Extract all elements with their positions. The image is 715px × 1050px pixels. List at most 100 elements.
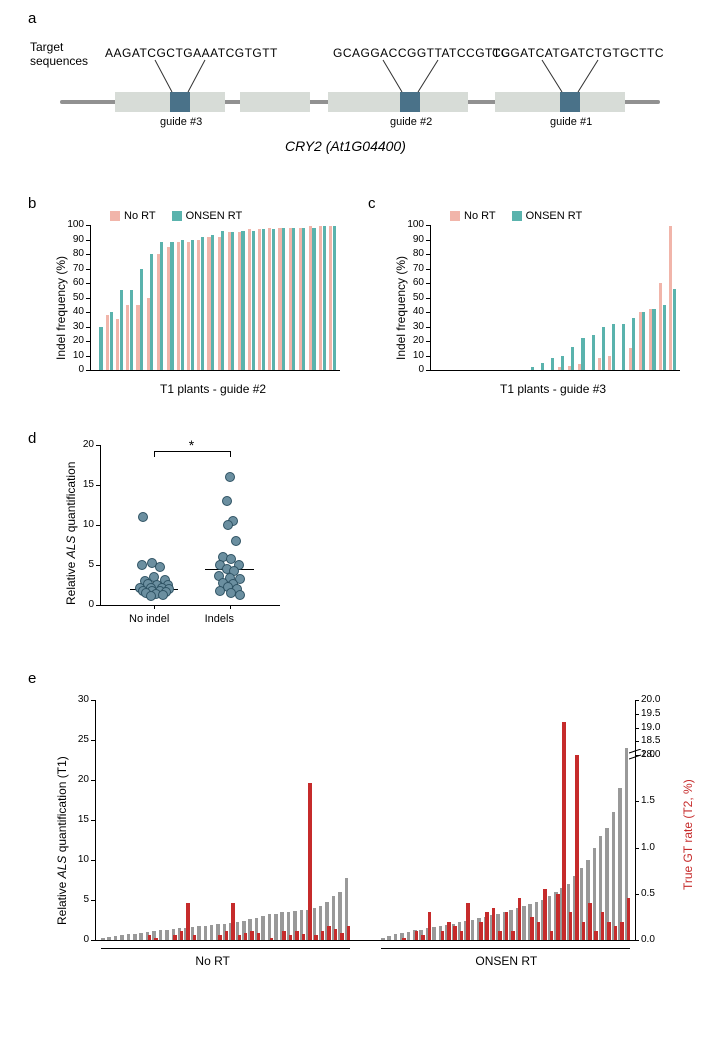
y-tick — [426, 240, 430, 241]
bar-onsen — [652, 309, 655, 370]
bar-onsen — [262, 229, 265, 370]
bar-gt — [302, 934, 306, 940]
group-underline — [381, 948, 630, 949]
bar-gt — [250, 931, 254, 940]
y-tick — [86, 312, 90, 313]
panel-label-b: b — [28, 195, 36, 212]
x-axis-title: T1 plants - guide #2 — [160, 382, 266, 396]
bar-onsen — [231, 232, 234, 370]
guide-label: guide #1 — [550, 116, 592, 128]
bar-als — [381, 938, 385, 940]
legend-b: No RT ONSEN RT — [110, 210, 242, 222]
bar-als — [101, 938, 105, 940]
bar-onsen — [181, 240, 184, 371]
bar-onsen — [602, 327, 605, 371]
y-tick-right — [635, 940, 639, 941]
y-tick-label: 90 — [62, 234, 84, 245]
y-tick — [96, 525, 100, 526]
y-tick-label: 20.0 — [641, 694, 671, 705]
group-underline — [101, 948, 350, 949]
bar-als — [139, 933, 143, 940]
y-tick — [96, 565, 100, 566]
x-axis — [95, 940, 635, 941]
y-tick — [426, 327, 430, 328]
bar-onsen — [622, 324, 625, 370]
bar-onsen — [292, 228, 295, 370]
legend-c: No RT ONSEN RT — [450, 210, 582, 222]
chart-c: No RT ONSEN RT 0102030405060708090100Ind… — [430, 225, 680, 370]
bar-onsen — [130, 290, 133, 370]
bar-gt — [193, 935, 197, 940]
panel-a: Target sequences AAGATCGCTGAAATCGTGTT GC… — [60, 30, 660, 160]
bar-onsen — [241, 231, 244, 370]
bar-als — [612, 812, 616, 940]
bar-gt — [421, 935, 425, 940]
y-axis — [430, 225, 431, 370]
scatter-dot — [146, 591, 156, 601]
bar-als — [197, 926, 201, 940]
legend-label: No RT — [464, 210, 496, 222]
bar-gt — [148, 935, 152, 940]
panel-label-e: e — [28, 670, 36, 687]
scatter-dot — [158, 590, 168, 600]
bar-gt — [614, 926, 618, 940]
y-tick — [91, 780, 95, 781]
legend-swatch-nort — [110, 211, 120, 221]
y-tick — [91, 940, 95, 941]
bar-gt — [588, 903, 592, 940]
bar-onsen — [282, 228, 285, 370]
y-tick-label: 0.0 — [641, 934, 671, 945]
bar-onsen — [312, 228, 315, 370]
y-axis-title-left: Relative ALS quantification (T1) — [55, 756, 69, 925]
panel-label-a: a — [28, 10, 36, 27]
bar-als — [432, 927, 436, 940]
chart-e: 051015202530Relative ALS quantification … — [95, 700, 635, 940]
scatter-dot — [155, 562, 165, 572]
bar-onsen — [663, 305, 666, 370]
bar-gt — [620, 922, 624, 940]
bar-onsen — [150, 254, 153, 370]
bar-gt — [231, 903, 235, 940]
bar-gt — [257, 933, 261, 940]
bar-gt — [270, 938, 274, 940]
sig-star: * — [189, 437, 194, 453]
y-tick-label: 25 — [67, 734, 89, 745]
group-label: ONSEN RT — [475, 954, 537, 968]
y-tick — [426, 341, 430, 342]
bar-onsen — [333, 226, 336, 370]
y-tick-label: 18.5 — [641, 735, 671, 746]
bar-gt — [340, 933, 344, 940]
bar-gt — [308, 783, 312, 940]
y-tick-label: 18.0 — [641, 749, 671, 760]
y-axis — [90, 225, 91, 370]
x-axis — [430, 370, 680, 371]
y-tick-label: 0 — [62, 364, 84, 375]
y-tick-label: 1.5 — [641, 795, 671, 806]
y-tick-label: 30 — [67, 694, 89, 705]
bar-als — [133, 934, 137, 940]
chart-d: 05101520Relative ALS quantificationNo in… — [100, 445, 280, 605]
y-tick — [86, 269, 90, 270]
guide-label: guide #2 — [390, 116, 432, 128]
bar-gt — [154, 938, 158, 940]
bar-gt — [186, 903, 190, 940]
bar-gt — [537, 922, 541, 940]
bar-gt — [530, 917, 534, 940]
bar-onsen — [110, 312, 113, 370]
y-tick — [91, 700, 95, 701]
bar-gt — [244, 933, 248, 940]
bar-gt — [518, 898, 522, 940]
y-axis-title: Relative ALS quantification — [64, 462, 78, 605]
y-axis-left — [95, 700, 96, 940]
y-tick — [86, 298, 90, 299]
bar-gt — [511, 931, 515, 940]
group-label: No RT — [195, 954, 229, 968]
y-tick — [86, 356, 90, 357]
bar-als — [522, 906, 526, 940]
x-tick — [154, 605, 155, 609]
bar-als — [407, 932, 411, 940]
bar-onsen — [561, 356, 564, 371]
bar-gt — [453, 926, 457, 940]
bar-gt — [415, 931, 419, 940]
bar-gt — [607, 922, 611, 940]
